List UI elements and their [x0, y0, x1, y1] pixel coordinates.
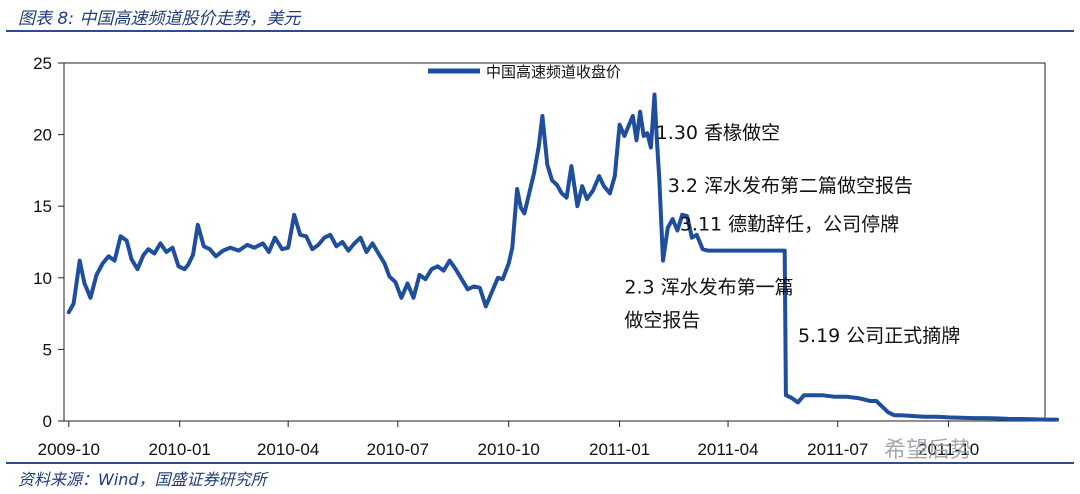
- y-tick-label: 20: [33, 126, 52, 145]
- annotation-label: 3.2 浑水发布第二篇做空报告: [668, 175, 913, 197]
- x-tick-label: 2010-07: [367, 440, 429, 459]
- x-tick-label: 2010-10: [478, 440, 540, 459]
- x-tick-label: 2011-07: [807, 440, 868, 459]
- annotation-label: 做空报告: [624, 309, 700, 331]
- header-rule: [6, 30, 1074, 32]
- source-note: 资料来源：Wind，国盛证券研究所: [18, 470, 267, 489]
- watermark: 希望后势: [884, 438, 973, 463]
- chart-header: 图表 8: 中国高速频道股价走势，美元: [0, 0, 1080, 30]
- y-tick-label: 25: [33, 54, 52, 73]
- x-tick-label: 2010-04: [257, 440, 319, 459]
- y-tick-label: 10: [33, 269, 52, 288]
- annotation-label: 3.11 德勤辞任，公司停牌: [680, 214, 899, 236]
- y-tick-label: 5: [43, 340, 52, 359]
- legend-label: 中国高速频道收盘价: [486, 63, 621, 81]
- footer-rule: [6, 462, 1074, 464]
- annotation-label: 5.19 公司正式摘牌: [798, 325, 960, 347]
- annotation-label: 1.30 香椽做空: [656, 122, 780, 144]
- plot-frame: [63, 62, 1046, 422]
- x-tick-label: 2011-01: [589, 440, 650, 459]
- y-tick-label: 15: [33, 197, 52, 216]
- y-tick-label: 0: [43, 412, 52, 431]
- x-tick-label: 2010-01: [149, 440, 211, 459]
- x-tick-label: 2009-10: [38, 440, 100, 459]
- annotation-label: 2.3 浑水发布第一篇: [624, 277, 793, 299]
- x-tick-label: 2011-10: [918, 440, 979, 459]
- series-line: [66, 92, 1060, 422]
- x-tick-label: 2011-04: [697, 440, 758, 459]
- figure-title: 图表 8: 中国高速频道股价走势，美元: [18, 9, 301, 29]
